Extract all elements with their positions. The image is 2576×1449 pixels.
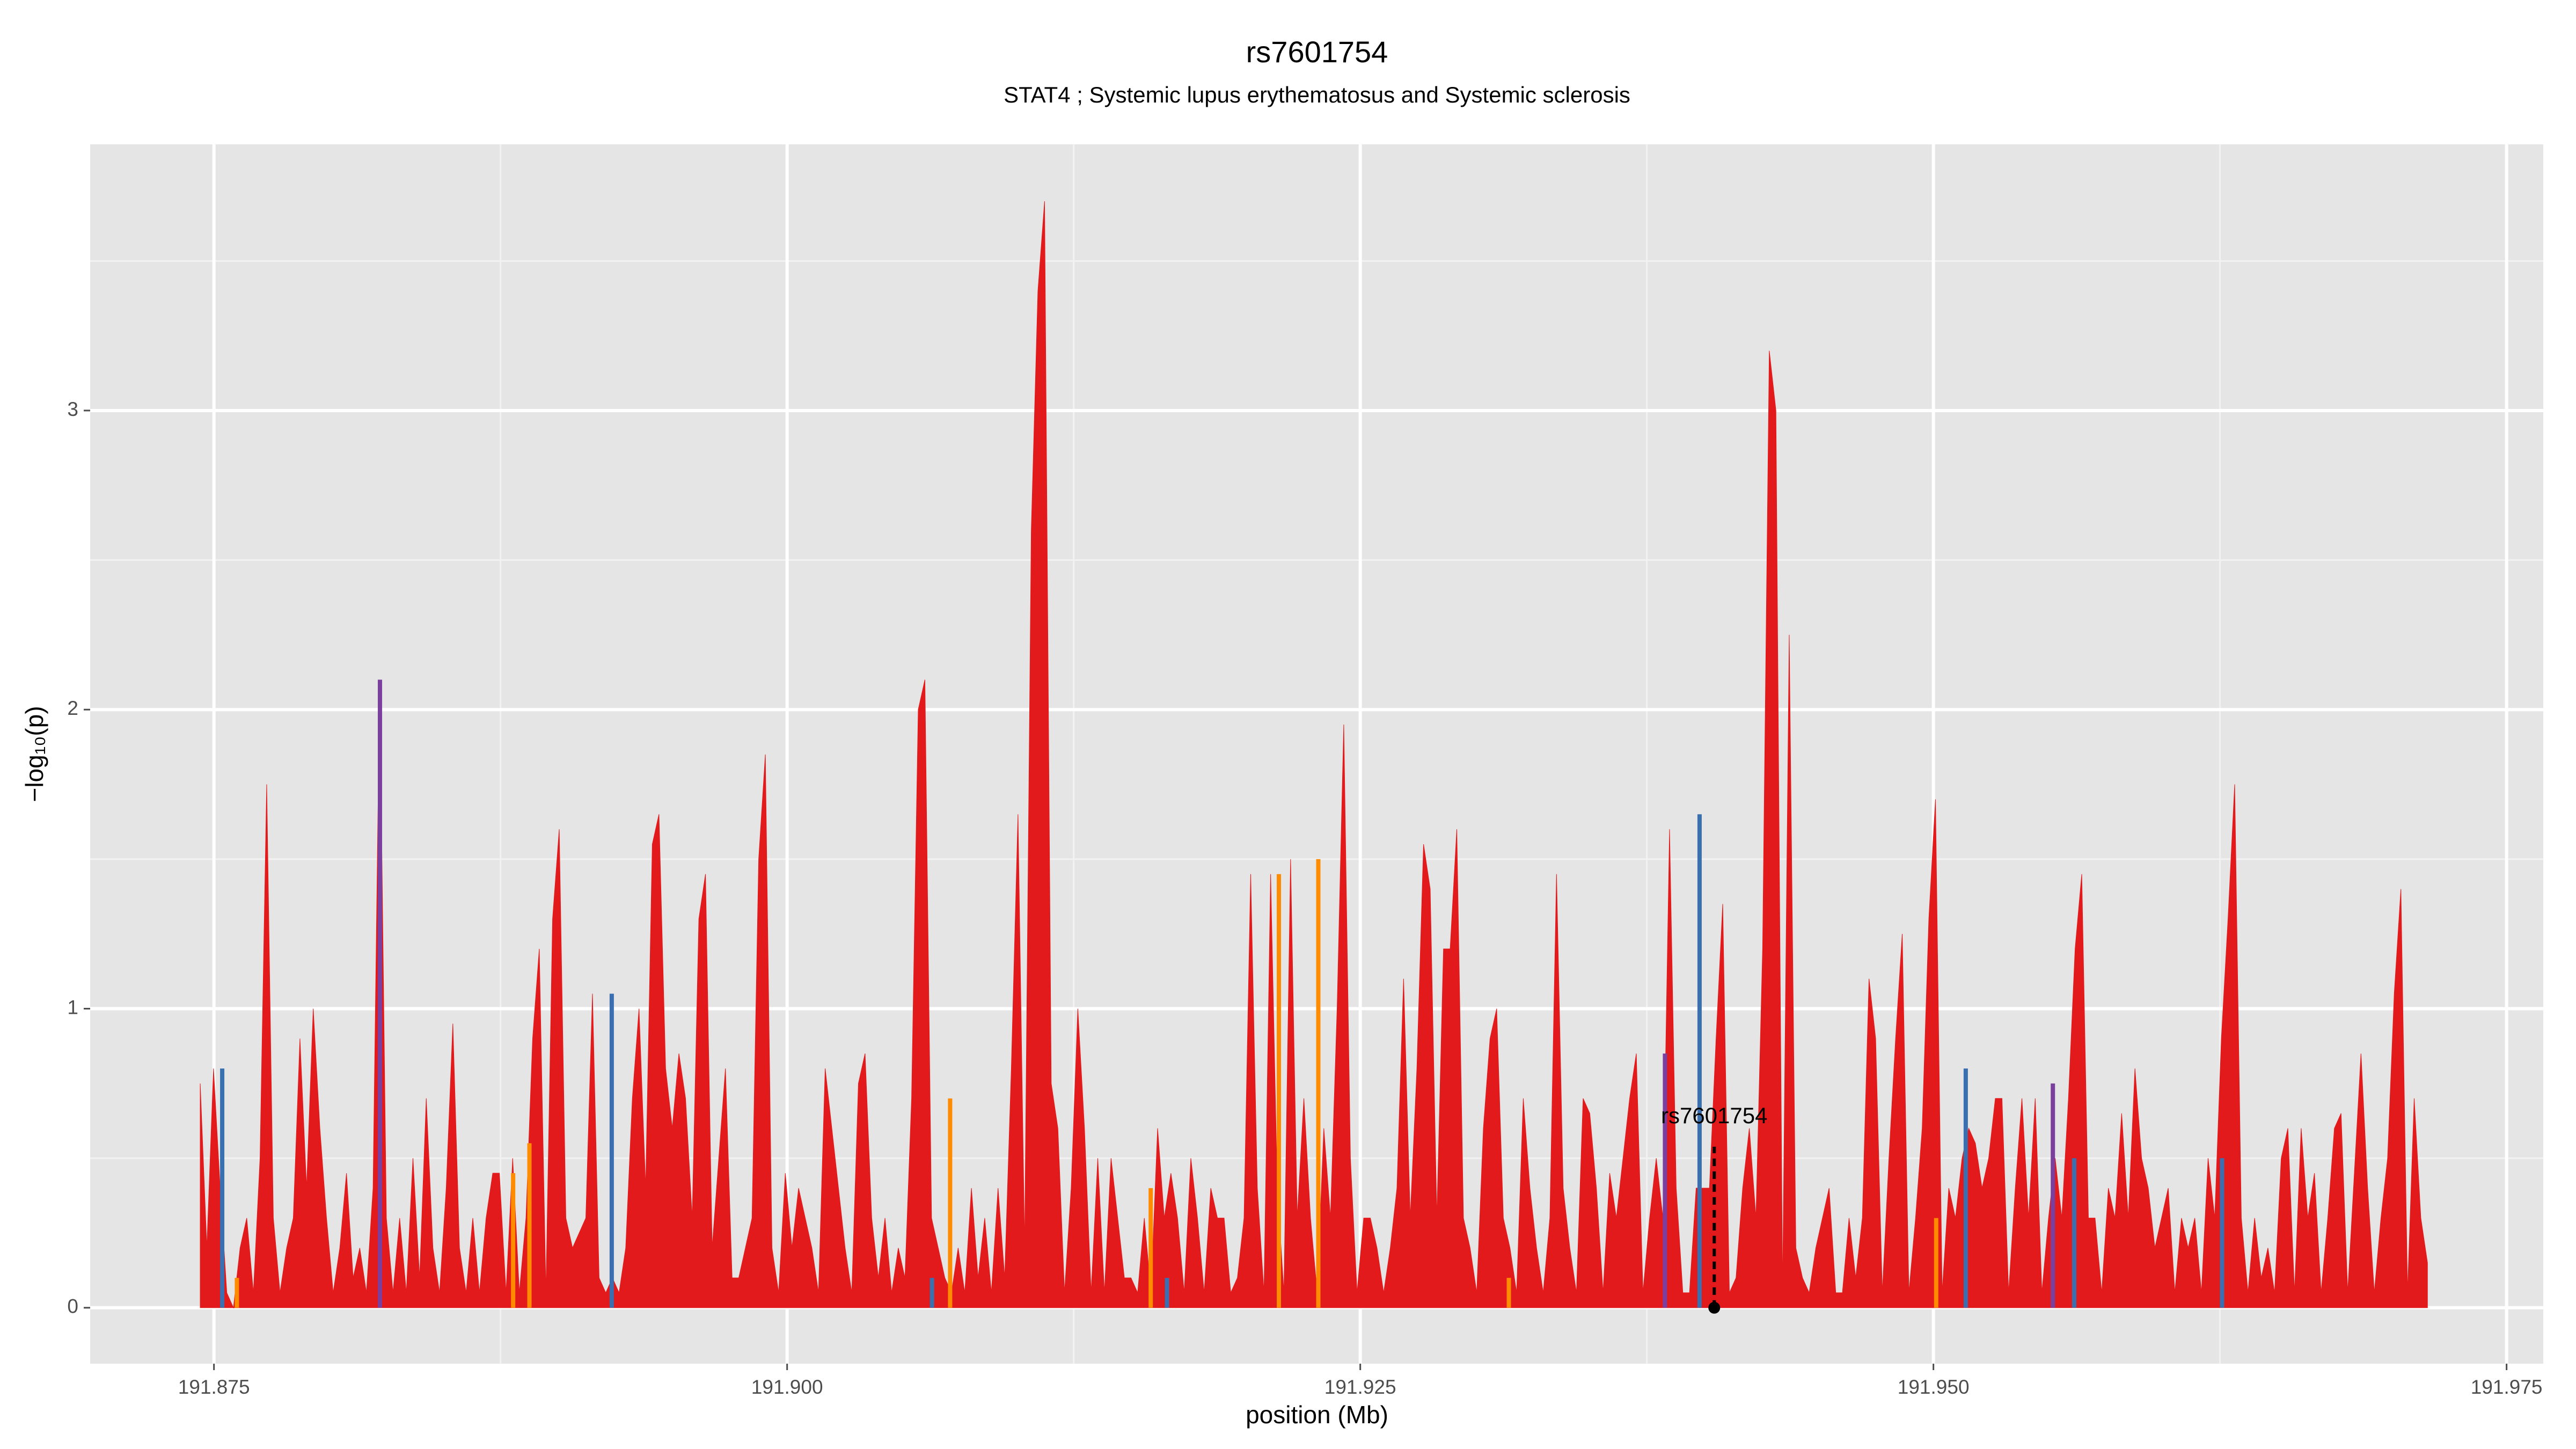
- x-tick-label: 191.875: [178, 1376, 250, 1398]
- chart-subtitle: STAT4 ; Systemic lupus erythematosus and…: [1004, 82, 1630, 107]
- x-tick-label: 191.925: [1324, 1376, 1396, 1398]
- axes: 0 1 2 3 191.875 191.900 191.925 191.950 191.975: [67, 398, 2542, 1398]
- y-tick-label: 0: [67, 1296, 78, 1318]
- x-axis-title: position (Mb): [1246, 1401, 1388, 1429]
- y-axis-title: −log₁₀(p): [20, 706, 48, 802]
- y-tick-label: 2: [67, 697, 78, 719]
- x-tick-label: 191.900: [751, 1376, 823, 1398]
- annotation-point: [1708, 1301, 1721, 1314]
- x-tick-label: 191.950: [1898, 1376, 1970, 1398]
- x-tick-label: 191.975: [2471, 1376, 2543, 1398]
- annotation-label: rs7601754: [1661, 1103, 1768, 1128]
- chart-title: rs7601754: [1246, 35, 1388, 69]
- marks: rs7601754: [200, 201, 2428, 1314]
- y-tick-label: 1: [67, 996, 78, 1018]
- y-tick-label: 3: [67, 398, 78, 420]
